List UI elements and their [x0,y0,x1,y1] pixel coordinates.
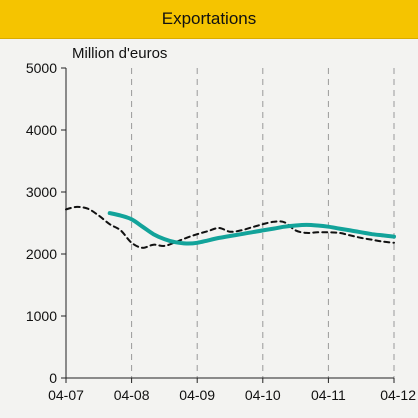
data-point [339,228,340,229]
x-tick-label: 04-12 [380,387,416,403]
data-point [219,237,220,238]
data-point [153,244,154,245]
y-tick-label: 0 [49,370,57,386]
data-point [361,232,362,233]
data-point [65,209,66,210]
data-point [208,231,209,232]
data-point [109,213,110,214]
data-point [295,225,296,226]
data-point [142,247,143,248]
x-tick-label: 04-11 [311,387,346,403]
grid-layer [131,68,395,378]
x-tick-label: 04-07 [48,387,84,403]
data-point [350,230,351,231]
data-point [76,206,77,207]
data-point [120,215,121,216]
label-layer: 0 1000 2000 3000 4000 5000 04-07 04-08 04-09 04-1… [26,45,416,403]
series-layer [65,205,396,249]
data-point [186,243,187,244]
series-solid-line [107,211,396,246]
y-tick-label: 2000 [26,246,57,262]
data-point [262,224,263,225]
data-point [273,228,274,229]
chart-title-bar: Exportations [0,0,418,39]
data-point [306,224,307,225]
data-point [361,237,362,238]
data-point [175,242,176,243]
data-point [328,226,329,227]
data-point [393,242,394,243]
data-point [186,237,187,238]
data-point [251,232,252,233]
data-point [197,234,198,235]
data-point [120,230,121,231]
y-tick-label: 1000 [26,308,57,324]
data-point [131,219,132,220]
data-point [98,215,99,216]
axis-layer [61,67,395,383]
data-point [317,232,318,233]
data-point [393,236,394,237]
data-point [208,240,209,241]
data-point [295,230,296,231]
series-solid [107,211,396,246]
data-point [372,234,373,235]
data-point [284,226,285,227]
data-point [240,234,241,235]
x-tick-label: 04-09 [179,387,215,403]
data-point [142,226,143,227]
series-dashed-line [65,205,395,249]
data-point [273,221,274,222]
data-point [317,225,318,226]
data-point [164,239,165,240]
data-point [219,227,220,228]
y-tick-label: 4000 [26,122,57,138]
y-tick-label: 3000 [26,184,57,200]
data-point [131,242,132,243]
data-point [240,230,241,231]
data-point [284,222,285,223]
data-point [153,234,154,235]
data-point [372,239,373,240]
data-point [251,227,252,228]
data-point [164,245,165,246]
chart-title: Exportations [161,9,257,28]
data-point [87,208,88,209]
series-dashed [65,205,395,249]
x-tick-label: 04-10 [245,387,281,403]
data-point [306,232,307,233]
data-point [229,231,230,232]
x-tick-label: 04-08 [114,387,150,403]
data-point [383,235,384,236]
y-tick-label: 5000 [26,60,57,76]
data-point [229,235,230,236]
data-point [350,235,351,236]
data-point [383,241,384,242]
data-point [197,242,198,243]
data-point [109,224,110,225]
data-point [262,230,263,231]
data-point [328,232,329,233]
data-point [339,232,340,233]
y-axis-label: Million d'euros [72,45,167,62]
